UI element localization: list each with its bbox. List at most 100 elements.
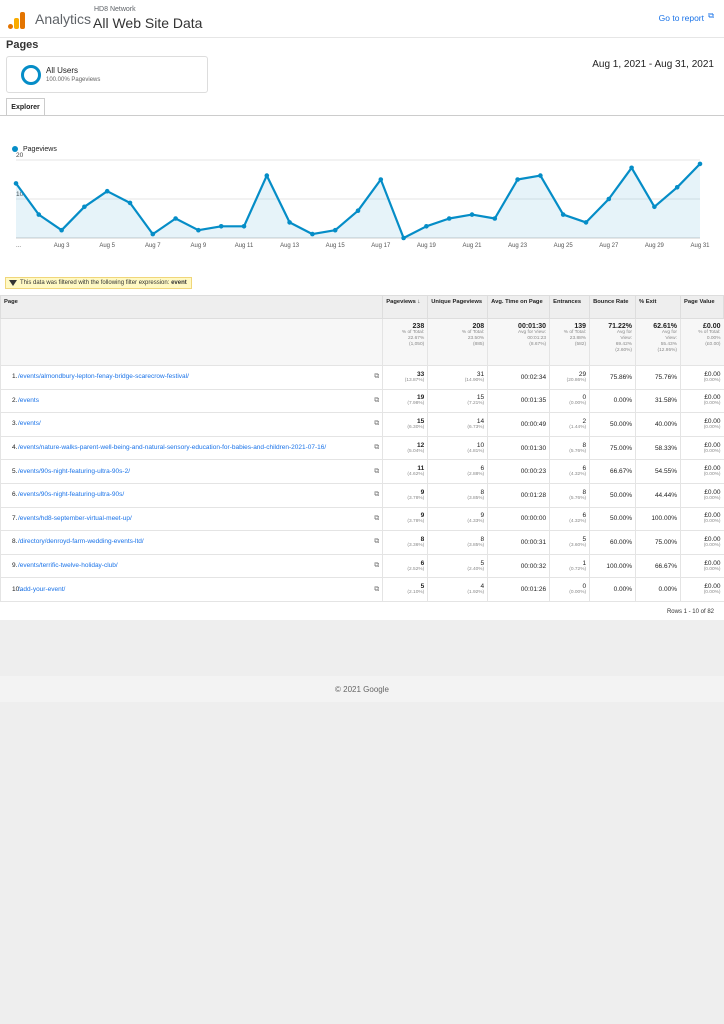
entrances-cell: 8 (5.76%)	[549, 436, 590, 461]
account-name[interactable]: HD8 Network	[94, 6, 136, 13]
row-index: 2.	[12, 396, 18, 404]
data-point	[36, 212, 42, 217]
table-row: 1./events/almondbury-lepton-fenay-bridge…	[0, 365, 724, 390]
totals-entrances: 139% of Total: 23.88% (582)	[549, 318, 590, 366]
data-point	[697, 161, 703, 167]
row-index: 7.	[12, 514, 18, 522]
page-path-link[interactable]: /events/hd8-september-virtual-meet-up/	[18, 514, 132, 522]
filter-notice: This data was filtered with the followin…	[5, 277, 192, 289]
open-page-icon[interactable]: ⧉	[374, 444, 380, 452]
avg-time-cell: 00:01:30	[487, 436, 550, 461]
bounce-cell: 50.00%	[589, 483, 636, 508]
x-tick-label: Aug 25	[554, 243, 574, 249]
page-path-link[interactable]: /directory/denroyd-farm-wedding-events-l…	[18, 538, 144, 546]
open-page-icon[interactable]: ⧉	[374, 585, 380, 593]
page-cell: 5./events/90s-night-featuring-ultra-90s-…	[0, 459, 383, 484]
table-row: 6./events/90s-night-featuring-ultra-90s/…	[0, 483, 724, 508]
col-header-page[interactable]: Page	[0, 295, 384, 319]
open-page-icon[interactable]: ⧉	[374, 491, 380, 499]
pageviews-cell: 8 (3.36%)	[382, 530, 428, 555]
col-header-value[interactable]: Page Value	[679, 295, 724, 319]
page-path-link[interactable]: /events/almondbury-lepton-fenay-bridge-s…	[18, 373, 189, 381]
segment-circle-icon	[21, 65, 41, 85]
tab-explorer[interactable]: Explorer	[6, 98, 45, 115]
unique-cell: 10 (4.81%)	[427, 436, 488, 461]
pageviews-cell: 33 (13.87%)	[382, 365, 428, 390]
value-cell: £0.00 (0.00%)	[679, 459, 724, 484]
col-header-exit[interactable]: % Exit	[635, 295, 681, 319]
page-cell: 2./events ⧉	[0, 389, 383, 414]
view-name[interactable]: All Web Site Data	[93, 15, 203, 31]
avg-time-cell: 00:01:26	[487, 577, 550, 602]
go-to-report-link[interactable]: Go to report	[658, 13, 704, 23]
data-point	[241, 224, 247, 229]
y-tick-label: 20	[16, 152, 24, 159]
exit-cell: 31.58%	[635, 389, 681, 414]
bounce-cell: 75.00%	[589, 436, 636, 461]
totals-label-cell	[0, 318, 383, 366]
page-path-link[interactable]: /add-your-event/	[18, 585, 66, 593]
x-tick-label: Aug 3	[54, 243, 70, 249]
open-page-icon[interactable]: ⧉	[374, 538, 380, 546]
row-index: 3.	[12, 420, 18, 428]
segment-card[interactable]: All Users 100.00% Pageviews	[6, 56, 208, 93]
page-cell: 7./events/hd8-september-virtual-meet-up/…	[0, 507, 383, 532]
data-point	[560, 212, 566, 217]
exit-cell: 66.67%	[635, 554, 681, 579]
open-page-icon[interactable]: ⧉	[374, 562, 380, 570]
col-header-bounce[interactable]: Bounce Rate	[589, 295, 637, 319]
pagination-info: Rows 1 - 10 of 82	[666, 609, 714, 615]
open-page-icon[interactable]: ⧉	[374, 396, 380, 404]
col-header-entrances[interactable]: Entrances	[549, 295, 591, 319]
series-area	[16, 163, 700, 238]
page-cell: 6./events/90s-night-featuring-ultra-90s/…	[0, 483, 383, 508]
unique-cell: 5 (2.40%)	[427, 554, 488, 579]
data-point	[332, 227, 338, 233]
table-row: 4./events/nature-walks-parent-well-being…	[0, 436, 724, 461]
row-index: 1.	[12, 373, 18, 381]
page-path-link[interactable]: /events/90s-night-featuring-ultra-90s-2/	[18, 467, 131, 475]
sort-desc-icon: ↓	[417, 299, 421, 305]
exit-cell: 58.33%	[635, 436, 681, 461]
page-path-link[interactable]: /events/nature-walks-parent-well-being-a…	[18, 444, 327, 452]
data-point	[150, 231, 156, 237]
entrances-cell: 0 (0.00%)	[549, 577, 590, 602]
data-point	[674, 185, 680, 190]
report-page: Analytics HD8 Network All Web Site Data …	[0, 0, 724, 620]
pageviews-cell: 5 (2.10%)	[382, 577, 428, 602]
pageviews-cell: 19 (7.98%)	[382, 389, 428, 414]
col-header-pageviews[interactable]: Pageviews ↓	[382, 295, 429, 319]
data-point	[515, 177, 520, 182]
x-tick-label: Aug 11	[235, 243, 254, 249]
x-tick-label: Aug 5	[99, 243, 115, 249]
page-cell: 4./events/nature-walks-parent-well-being…	[0, 436, 383, 461]
data-point	[583, 220, 589, 225]
open-external-icon[interactable]: ⧉	[708, 11, 714, 20]
page-path-link[interactable]: /events/terrific-twelve-holiday-club/	[18, 562, 118, 570]
open-page-icon[interactable]: ⧉	[374, 467, 380, 475]
table-row: 7./events/hd8-september-virtual-meet-up/…	[0, 507, 724, 532]
open-page-icon[interactable]: ⧉	[374, 420, 380, 428]
avg-time-cell: 00:00:23	[487, 459, 550, 484]
report-table: Page Pageviews ↓ Unique Pageviews Avg. T…	[0, 295, 724, 602]
totals-pageviews: 238% of Total: 22.67% (1,050)	[382, 318, 428, 366]
col-header-avg-time[interactable]: Avg. Time on Page	[487, 295, 551, 319]
bounce-cell: 50.00%	[589, 507, 636, 532]
x-tick-label: Aug 7	[145, 243, 161, 249]
data-point	[59, 227, 64, 233]
unique-cell: 31 (14.90%)	[427, 365, 488, 390]
bounce-cell: 60.00%	[589, 530, 636, 555]
page-path-link[interactable]: /events/	[18, 420, 41, 428]
chart-legend[interactable]: Pageviews	[12, 146, 57, 153]
footer-band	[0, 676, 724, 702]
page-path-link[interactable]: /events/90s-night-featuring-ultra-90s/	[18, 491, 125, 499]
open-page-icon[interactable]: ⧉	[374, 373, 380, 381]
data-point	[401, 235, 406, 241]
col-header-unique[interactable]: Unique Pageviews	[427, 295, 489, 319]
open-page-icon[interactable]: ⧉	[374, 514, 380, 522]
analytics-logo-icon[interactable]	[8, 9, 28, 29]
page-path-link[interactable]: /events	[18, 396, 39, 404]
tab-divider	[0, 115, 724, 116]
table-row: 3./events/ ⧉ 15 (6.30%) 14 (6.73%) 00:00:49 2 (1…	[0, 412, 724, 437]
date-range[interactable]: Aug 1, 2021 - Aug 31, 2021	[592, 59, 714, 70]
